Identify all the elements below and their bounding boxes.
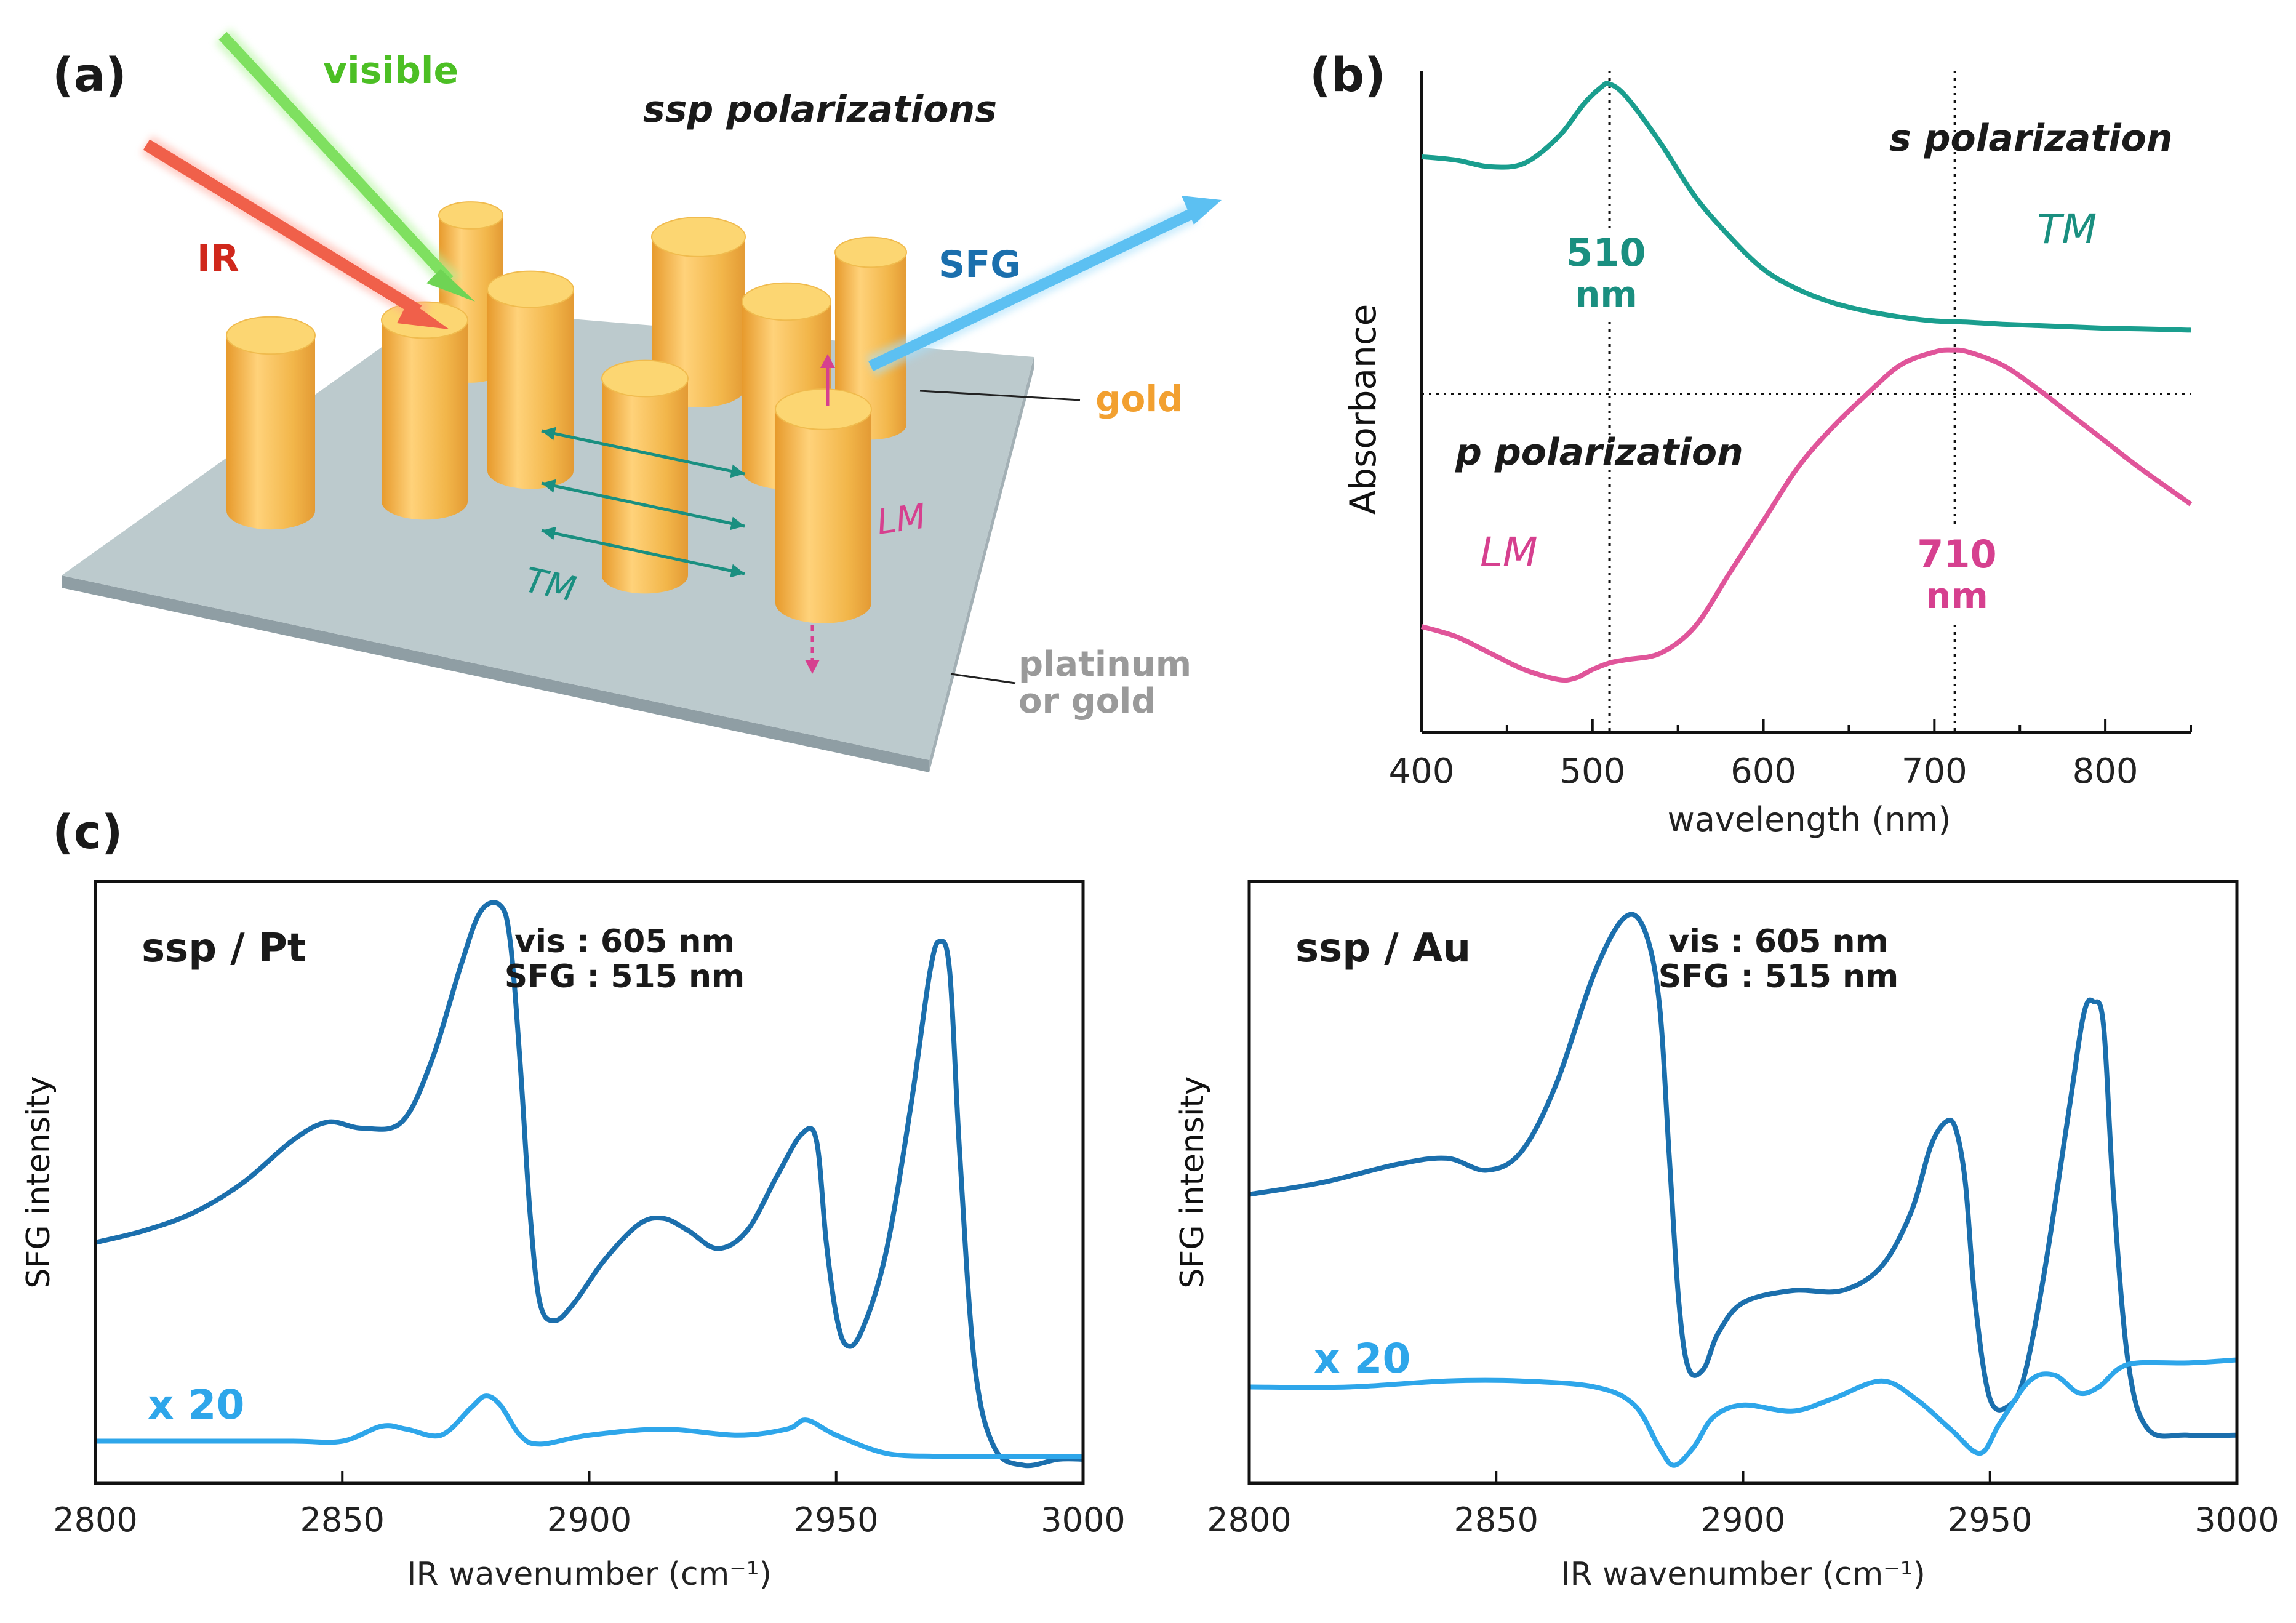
gold-nanorod <box>487 270 574 489</box>
x-tick-label: 2950 <box>1948 1501 2032 1539</box>
b-x-tick-label: 500 <box>1559 751 1625 791</box>
b-ticks: 400 500 600 700 800 <box>1389 719 2192 791</box>
sfg-x20-curve <box>95 1393 1083 1459</box>
s-polarization-curve <box>1421 81 2191 333</box>
panel-a: (a) <box>52 28 1222 772</box>
tm-arrow <box>541 427 745 478</box>
tm-label-b: TM <box>2037 206 2097 253</box>
y-axis-label: SFG intensity <box>1174 1076 1211 1288</box>
spectrum-title: ssp / Pt <box>142 926 306 971</box>
x-tick-label: 2900 <box>1701 1501 1785 1539</box>
peak1-value: 510 <box>1566 230 1646 275</box>
gold-label: gold <box>1095 378 1183 420</box>
polarization-title: ssp polarizations <box>643 88 997 131</box>
sfg-wavelength-label: SFG : 515 nm <box>505 958 745 995</box>
vis-wavelength-label: vis : 605 nm <box>1668 923 1889 960</box>
vis-wavelength-label: vis : 605 nm <box>514 923 735 960</box>
x-tick-label: 2800 <box>53 1501 137 1539</box>
sfg-x20-curve <box>1249 1357 2238 1468</box>
visible-beam <box>215 28 475 302</box>
y-axis-label: SFG intensity <box>20 1076 57 1288</box>
panel-b-label: (b) <box>1310 47 1386 102</box>
gold-nanorod <box>651 217 746 407</box>
x-tick-label: 3000 <box>2194 1501 2279 1539</box>
gold-nanorod <box>381 301 468 520</box>
x-tick-label: 2800 <box>1207 1501 1291 1539</box>
sfg-spectrum-curve <box>95 900 1084 1469</box>
gold-nanorod <box>601 359 689 594</box>
p-polarization-curve <box>1420 347 2193 683</box>
peak2-unit: nm <box>1926 575 1988 617</box>
b-x-tick-label: 400 <box>1389 751 1455 791</box>
peak2-value: 710 <box>1917 532 1996 577</box>
substrate-label-line2: or gold <box>1018 681 1156 721</box>
x-tick-label: 2900 <box>547 1501 631 1539</box>
b-xlabel: wavelength (nm) <box>1668 800 1951 839</box>
gold-nanorod <box>226 316 316 530</box>
x-axis-label: IR wavenumber (cm⁻¹) <box>1561 1556 1926 1593</box>
lm-label-b: LM <box>1480 529 1538 576</box>
b-x-tick-label: 600 <box>1730 751 1796 791</box>
panel-a-label: (a) <box>52 47 127 102</box>
scale-factor-label: x 20 <box>1314 1335 1410 1382</box>
b-x-tick-label: 700 <box>1902 751 1967 791</box>
x-tick-label: 3000 <box>1041 1501 1125 1539</box>
scale-factor-label: x 20 <box>148 1381 244 1429</box>
panel-c: (c) 2800 2850 2900 2950 3000 ssp / Pt vis : 60… <box>20 804 2279 1593</box>
peak1-unit: nm <box>1575 273 1638 315</box>
peak2-label-bg <box>1914 529 2000 622</box>
p-polarization-title: p polarization <box>1455 431 1743 474</box>
b-x-tick-label: 800 <box>2073 751 2138 791</box>
sfg-beam <box>866 196 1222 376</box>
spectrum-au: 2800 2850 2900 2950 3000 ssp / Au vis : 605 nm… <box>1174 880 2279 1593</box>
lm-label-a: LM <box>874 496 929 542</box>
spectrum-title: ssp / Au <box>1295 926 1471 971</box>
sfg-spectrum-curve <box>1249 912 2238 1439</box>
gold-nanorods <box>226 201 907 623</box>
spectrum-pt: 2800 2850 2900 2950 3000 ssp / Pt vis : 605 nm… <box>20 880 1126 1593</box>
visible-label: visible <box>323 49 458 92</box>
x-tick-label: 2850 <box>1454 1501 1538 1539</box>
substrate-leader-line <box>950 673 1016 684</box>
gold-leader-line <box>919 390 1081 401</box>
x-axis-label: IR wavenumber (cm⁻¹) <box>407 1556 772 1593</box>
x-tick-label: 2850 <box>300 1501 385 1539</box>
x-tick-label: 2950 <box>794 1501 878 1539</box>
ir-label: IR <box>197 237 239 280</box>
panel-c-label: (c) <box>52 804 123 859</box>
sfg-label: SFG <box>938 243 1020 286</box>
tm-arrow <box>541 526 745 578</box>
tm-mode-arrows <box>541 427 745 578</box>
sfg-wavelength-label: SFG : 515 nm <box>1658 958 1899 995</box>
lm-mode-arrows <box>805 354 835 674</box>
panel-b: (b) 400 500 600 700 800 510 nm 710 nm s pola… <box>1310 47 2193 839</box>
s-polarization-title: s polarization <box>1889 117 2173 160</box>
b-ylabel: Absorbance <box>1342 304 1384 515</box>
gold-nanorod <box>775 388 872 623</box>
peak1-label-bg <box>1560 228 1652 320</box>
tm-arrow <box>541 479 745 531</box>
ir-beam <box>141 135 449 329</box>
substrate-label-line1: platinum <box>1018 644 1191 684</box>
